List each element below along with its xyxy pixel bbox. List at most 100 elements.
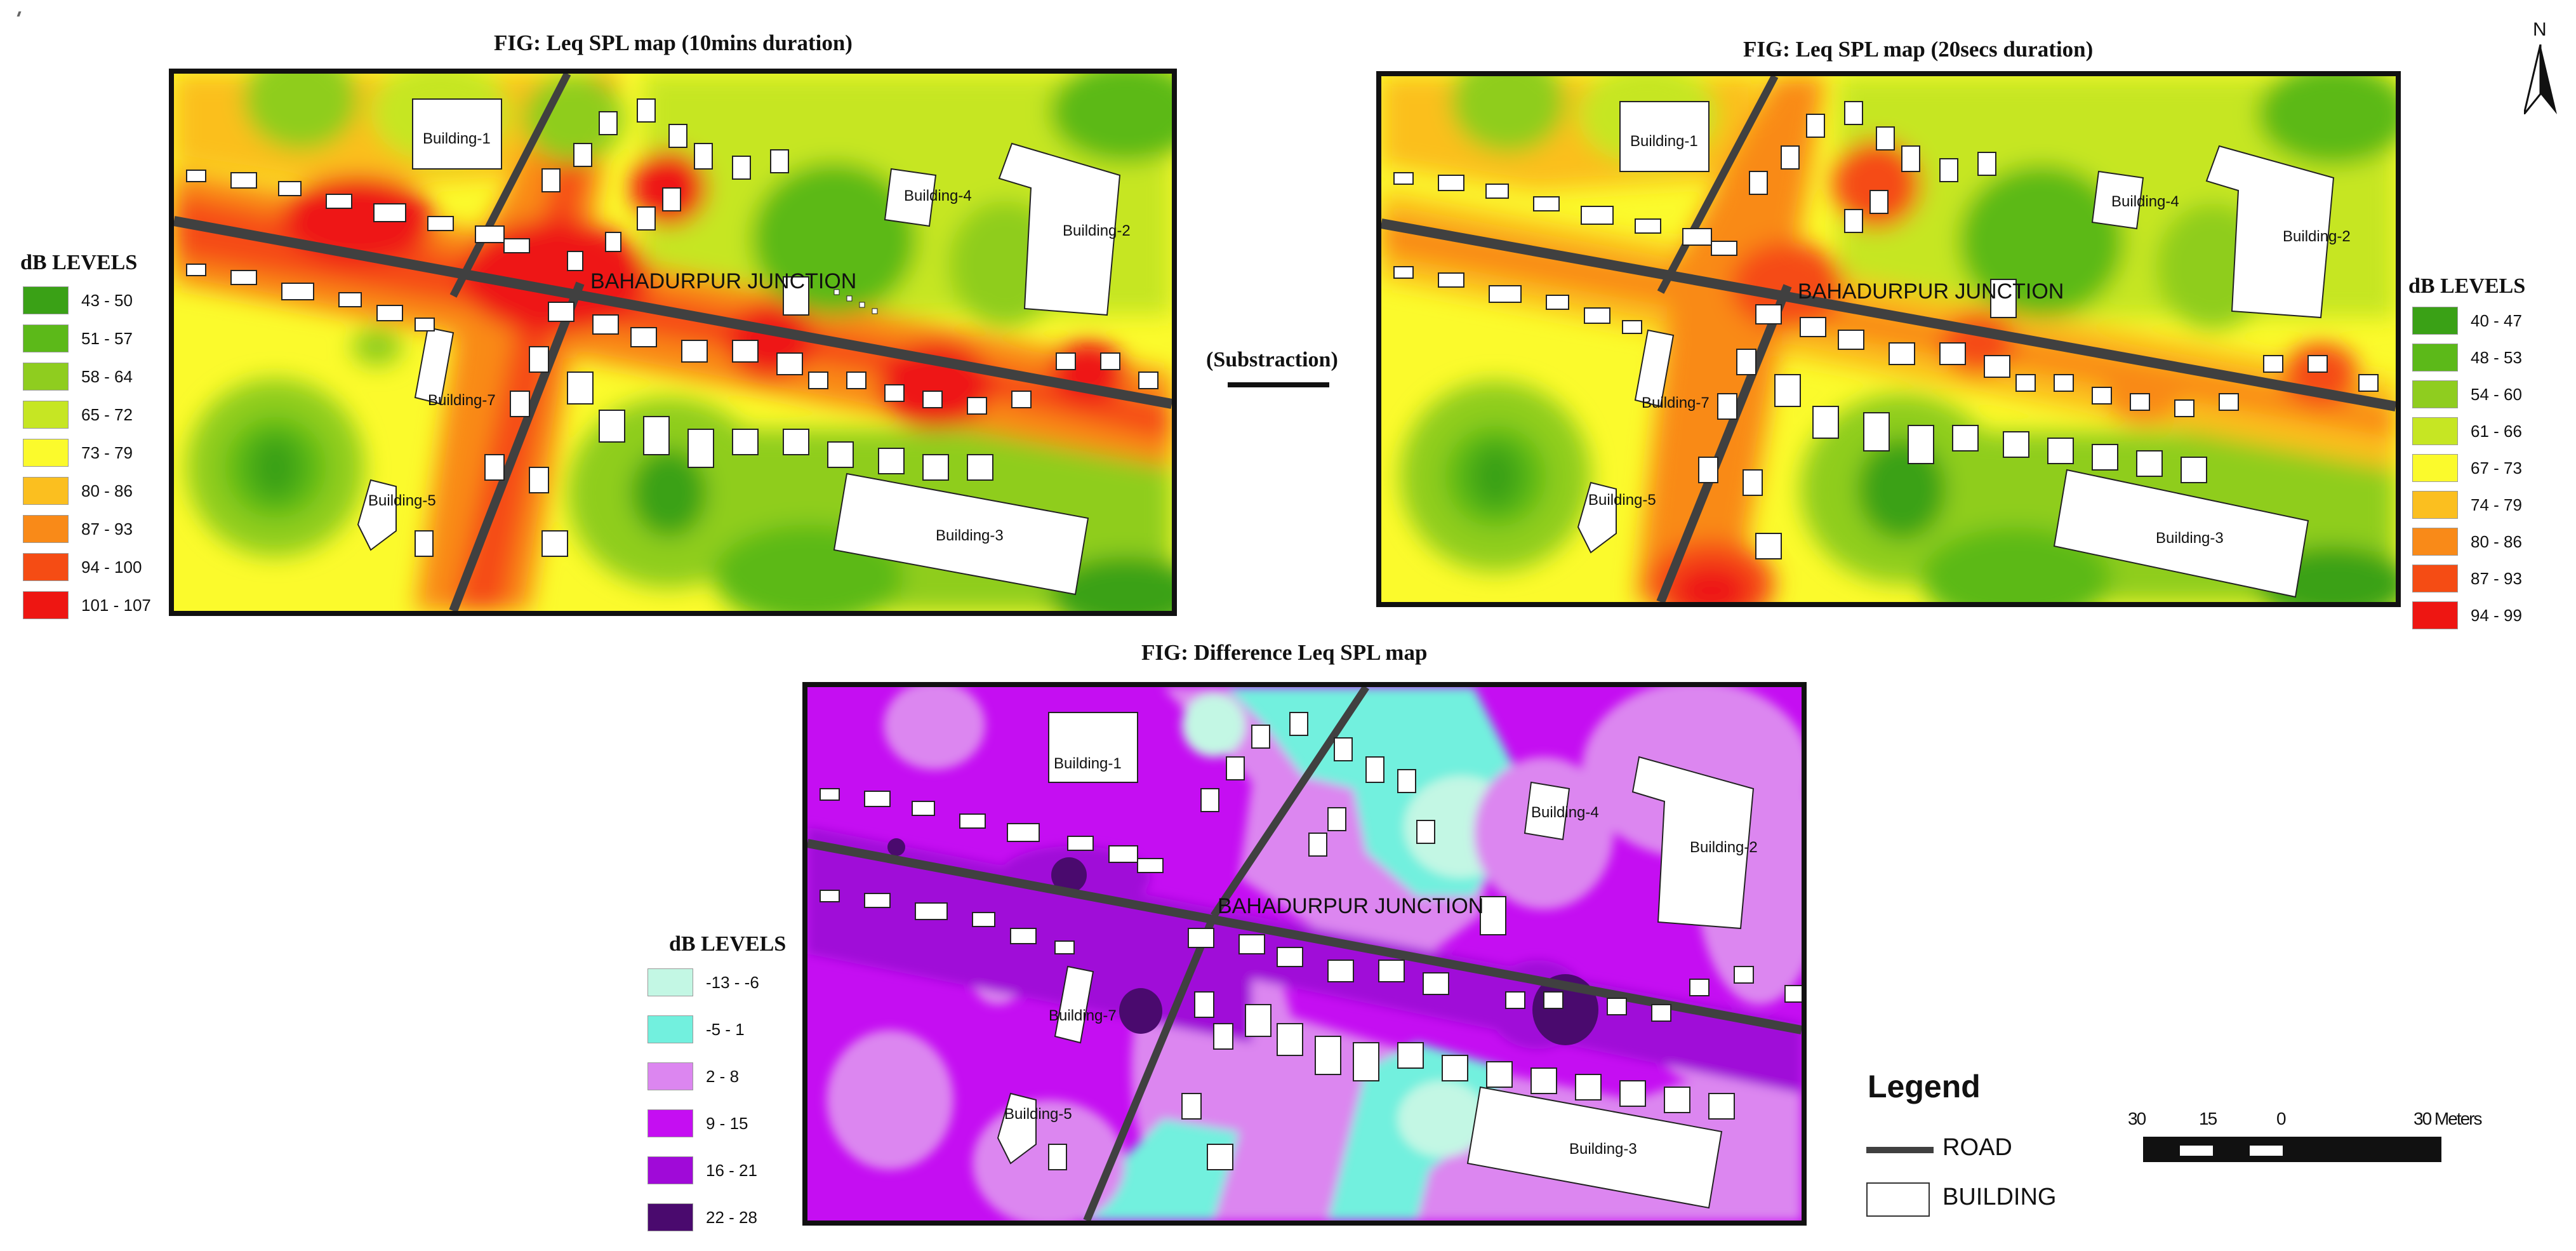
subtraction-label: (Substraction) xyxy=(1206,348,1338,371)
legend2-row: 48 - 53 xyxy=(2412,343,2522,372)
scale-bar: 30 15 0 30 Meters xyxy=(2128,1109,2502,1166)
subtraction-underline xyxy=(1228,382,1329,387)
map2-building7-label: Building-7 xyxy=(1642,394,1710,411)
map2-junction-label: BAHADURPUR JUNCTION xyxy=(1798,279,2064,304)
legend3-label: 2 - 8 xyxy=(706,1066,740,1086)
map2-building3-label: Building-3 xyxy=(2156,530,2224,547)
corner-mark xyxy=(17,11,22,17)
legend1-swatch xyxy=(23,401,69,429)
legend1-row: 65 - 72 xyxy=(23,400,133,429)
legend1-swatch xyxy=(23,324,69,352)
legend1-row: 94 - 100 xyxy=(23,552,142,582)
map1-building7-label: Building-7 xyxy=(428,392,496,409)
legend2-title: dB LEVELS xyxy=(2408,274,2526,298)
legend2-label: 87 - 93 xyxy=(2471,568,2522,588)
legend1-label: 51 - 57 xyxy=(81,328,133,348)
legend1-label: 73 - 79 xyxy=(81,443,133,462)
legend1-swatch xyxy=(23,591,69,619)
legend3-label: -5 - 1 xyxy=(706,1019,745,1039)
scale-bar-graphic xyxy=(2143,1137,2441,1162)
legend2-swatch xyxy=(2412,601,2458,629)
legend1-swatch xyxy=(23,286,69,314)
legend2-row: 87 - 93 xyxy=(2412,564,2522,593)
legend1-title: dB LEVELS xyxy=(20,251,138,274)
legend2-label: 67 - 73 xyxy=(2471,458,2522,478)
north-arrow-icon xyxy=(2524,44,2557,114)
map1-building2-label: Building-2 xyxy=(1063,222,1131,239)
legend3-row: -5 - 1 xyxy=(647,1015,745,1044)
legend1-swatch xyxy=(23,363,69,391)
diff-building1-label: Building-1 xyxy=(1054,755,1122,772)
legend3-swatch xyxy=(647,1156,693,1184)
legend1-swatch xyxy=(23,477,69,505)
legend2-label: 80 - 86 xyxy=(2471,532,2522,551)
diff-building7-label: Building-7 xyxy=(1049,1007,1117,1024)
map1-building4-label: Building-4 xyxy=(904,187,972,204)
map1-junction-label: BAHADURPUR JUNCTION xyxy=(590,269,856,293)
legend1-row: 73 - 79 xyxy=(23,438,133,467)
legend-building-symbol xyxy=(1866,1182,1930,1217)
legend1-label: 65 - 72 xyxy=(81,405,133,424)
legend2-label: 40 - 47 xyxy=(2471,311,2522,330)
diff-title: FIG: Difference Leq SPL map xyxy=(1141,640,1428,665)
legend2-swatch xyxy=(2412,454,2458,482)
map1-building3-label: Building-3 xyxy=(936,527,1004,544)
legend3-swatch xyxy=(647,1203,693,1231)
legend3-swatch xyxy=(647,968,693,996)
legend2-swatch xyxy=(2412,491,2458,519)
map2-building4-label: Building-4 xyxy=(2111,193,2179,210)
legend2-row: 74 - 79 xyxy=(2412,490,2522,519)
legend2-label: 48 - 53 xyxy=(2471,347,2522,367)
legend1-swatch xyxy=(23,515,69,543)
scale-tick-0: 0 xyxy=(2276,1109,2287,1128)
map1-title: FIG: Leq SPL map (10mins duration) xyxy=(494,30,853,55)
legend3-swatch xyxy=(647,1062,693,1090)
legend1-row: 58 - 64 xyxy=(23,362,133,391)
map2-building1-label: Building-1 xyxy=(1630,133,1698,150)
legend2-label: 74 - 79 xyxy=(2471,495,2522,514)
legend2-swatch xyxy=(2412,565,2458,592)
legend2-row: 94 - 99 xyxy=(2412,601,2522,630)
legend3-title: dB LEVELS xyxy=(669,932,787,956)
legend-building-label: BUILDING xyxy=(1942,1184,2057,1210)
legend2-swatch xyxy=(2412,528,2458,556)
legend3-row: 2 - 8 xyxy=(647,1062,739,1091)
scale-tick-15: 15 xyxy=(2199,1109,2217,1128)
legend2-swatch xyxy=(2412,344,2458,371)
legend2-label: 54 - 60 xyxy=(2471,384,2522,404)
legend2-label: 61 - 66 xyxy=(2471,421,2522,441)
legend2-swatch xyxy=(2412,307,2458,335)
diff-junction-label: BAHADURPUR JUNCTION xyxy=(1218,894,1484,918)
map1-building1-label: Building-1 xyxy=(423,130,491,147)
scale-tick-30-left: 30 xyxy=(2128,1109,2146,1128)
map2-title: FIG: Leq SPL map (20secs duration) xyxy=(1743,37,2094,62)
diff-building4-label: Building-4 xyxy=(1531,804,1599,821)
legend1-swatch xyxy=(23,553,69,581)
legend1-row: 101 - 107 xyxy=(23,591,151,620)
legend2-swatch xyxy=(2412,417,2458,445)
legend3-row: 9 - 15 xyxy=(647,1109,748,1138)
map2-building5-label: Building-5 xyxy=(1588,492,1656,509)
legend3-swatch xyxy=(647,1015,693,1043)
legend1-row: 43 - 50 xyxy=(23,286,133,315)
diff-building2-label: Building-2 xyxy=(1690,839,1758,856)
legend3-label: 16 - 21 xyxy=(706,1160,757,1180)
legend3-label: 22 - 28 xyxy=(706,1207,757,1227)
legend2-row: 40 - 47 xyxy=(2412,306,2522,335)
legend1-label: 43 - 50 xyxy=(81,290,133,310)
scale-tick-30-meters: 30 Meters xyxy=(2413,1109,2482,1128)
legend1-label: 80 - 86 xyxy=(81,481,133,500)
legend3-row: -13 - -6 xyxy=(647,968,759,997)
north-label: N xyxy=(2533,19,2547,40)
legend1-row: 51 - 57 xyxy=(23,324,133,353)
legend1-label: 101 - 107 xyxy=(81,595,151,615)
legend3-label: 9 - 15 xyxy=(706,1113,748,1133)
map1-leq-10min: Building-1 Building-2 Building-3 Buildin… xyxy=(169,69,1177,616)
map-difference: Building-1 Building-2 Building-3 Buildin… xyxy=(802,682,1807,1226)
legend-main-title: Legend xyxy=(1868,1069,1981,1104)
legend3-row: 16 - 21 xyxy=(647,1156,757,1185)
legend-road-label: ROAD xyxy=(1942,1134,2012,1161)
legend1-swatch xyxy=(23,439,69,467)
legend2-row: 80 - 86 xyxy=(2412,527,2522,556)
legend2-row: 61 - 66 xyxy=(2412,417,2522,446)
